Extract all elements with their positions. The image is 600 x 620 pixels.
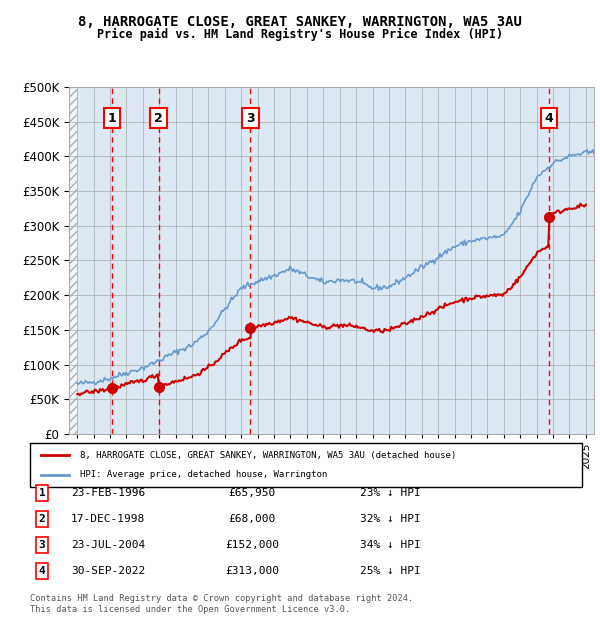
Text: 1: 1 bbox=[108, 112, 116, 125]
Text: 30-SEP-2022: 30-SEP-2022 bbox=[71, 566, 145, 576]
Text: 4: 4 bbox=[38, 566, 46, 576]
Text: 23-JUL-2004: 23-JUL-2004 bbox=[71, 540, 145, 550]
FancyBboxPatch shape bbox=[30, 443, 582, 487]
Text: Price paid vs. HM Land Registry's House Price Index (HPI): Price paid vs. HM Land Registry's House … bbox=[97, 28, 503, 41]
Text: 2: 2 bbox=[154, 112, 163, 125]
Text: 8, HARROGATE CLOSE, GREAT SANKEY, WARRINGTON, WA5 3AU: 8, HARROGATE CLOSE, GREAT SANKEY, WARRIN… bbox=[78, 16, 522, 30]
Text: 3: 3 bbox=[38, 540, 46, 550]
Text: £65,950: £65,950 bbox=[229, 488, 275, 498]
Text: 2: 2 bbox=[38, 514, 46, 524]
Text: 25% ↓ HPI: 25% ↓ HPI bbox=[359, 566, 421, 576]
Text: 32% ↓ HPI: 32% ↓ HPI bbox=[359, 514, 421, 524]
Text: 4: 4 bbox=[545, 112, 553, 125]
Bar bbox=[69, 87, 77, 434]
Text: 23-FEB-1996: 23-FEB-1996 bbox=[71, 488, 145, 498]
Text: 23% ↓ HPI: 23% ↓ HPI bbox=[359, 488, 421, 498]
Text: £152,000: £152,000 bbox=[225, 540, 279, 550]
Text: HPI: Average price, detached house, Warrington: HPI: Average price, detached house, Warr… bbox=[80, 470, 327, 479]
Text: 8, HARROGATE CLOSE, GREAT SANKEY, WARRINGTON, WA5 3AU (detached house): 8, HARROGATE CLOSE, GREAT SANKEY, WARRIN… bbox=[80, 451, 456, 460]
Text: 34% ↓ HPI: 34% ↓ HPI bbox=[359, 540, 421, 550]
Text: 17-DEC-1998: 17-DEC-1998 bbox=[71, 514, 145, 524]
Text: £68,000: £68,000 bbox=[229, 514, 275, 524]
Text: £313,000: £313,000 bbox=[225, 566, 279, 576]
Bar bbox=[69, 87, 77, 434]
Text: 1: 1 bbox=[38, 488, 46, 498]
Text: 3: 3 bbox=[246, 112, 255, 125]
Text: Contains HM Land Registry data © Crown copyright and database right 2024.
This d: Contains HM Land Registry data © Crown c… bbox=[30, 595, 413, 614]
